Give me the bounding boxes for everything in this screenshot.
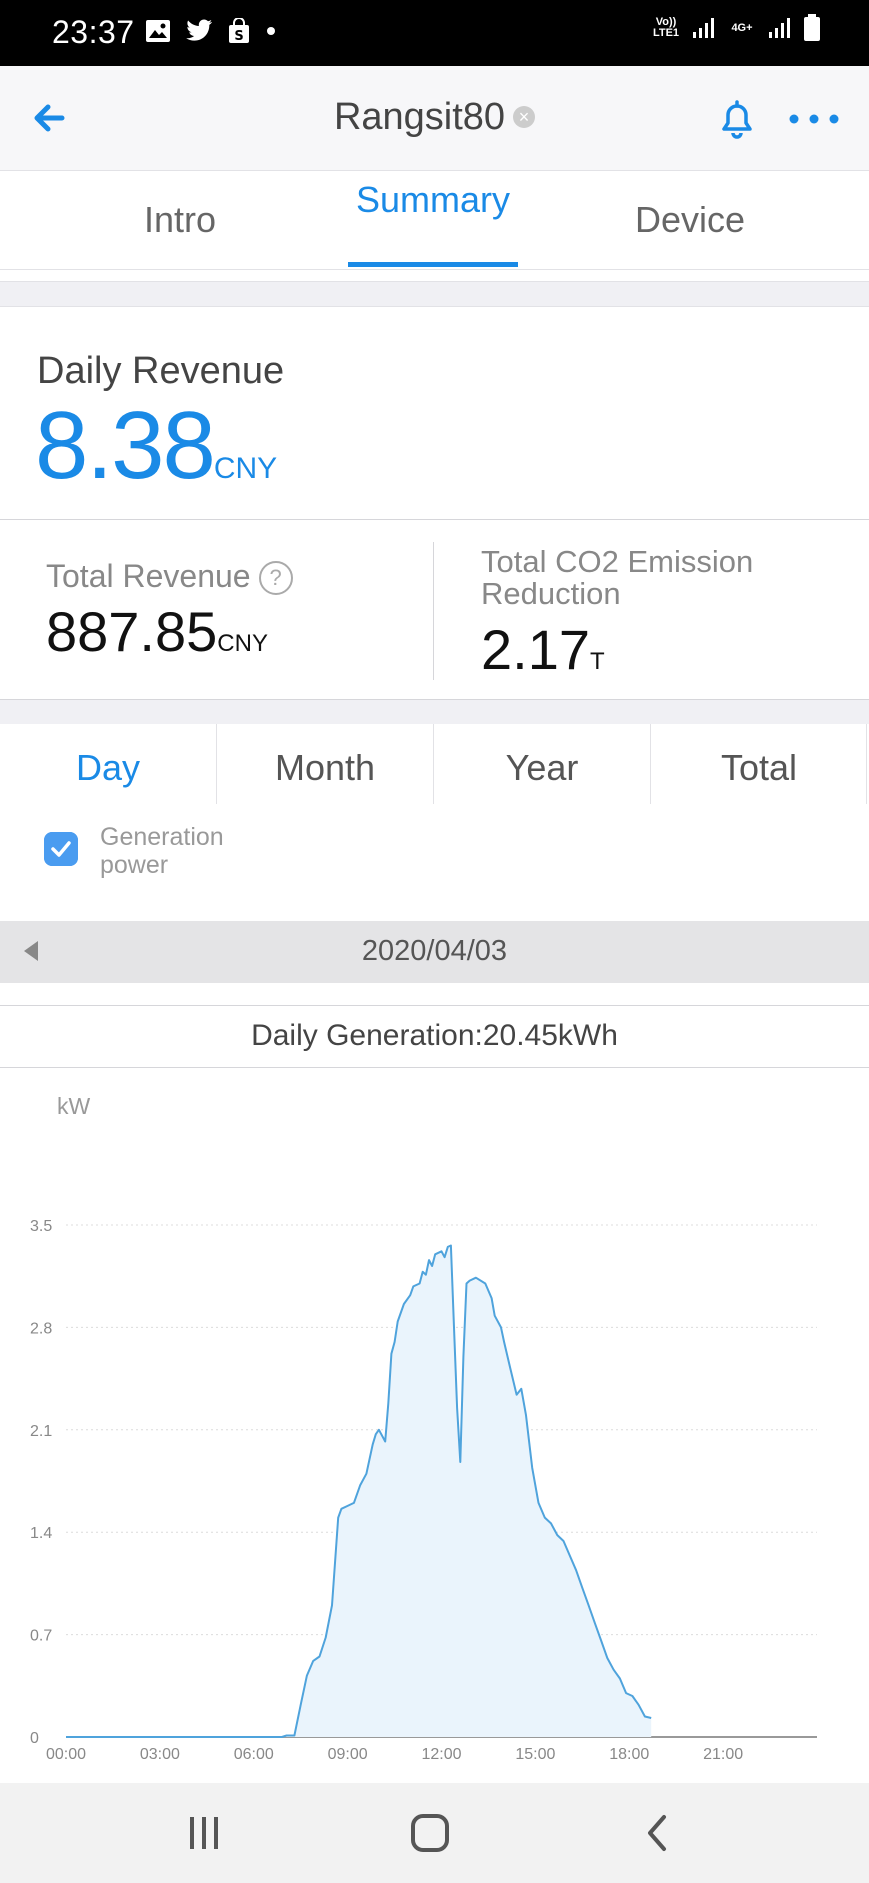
series-line <box>66 1244 652 1738</box>
y-tick-label: 3.5 <box>30 1218 52 1235</box>
x-tick-label: 09:00 <box>328 1746 368 1763</box>
co2-unit: T <box>590 648 605 675</box>
period-tabs: Day Month Year Total <box>0 724 869 812</box>
generation-power-chart: 0 0.7 1.4 2.1 2.8 3.5 00:00 03:00 06:00 09:00 12:0… <box>30 1218 817 1763</box>
generation-power-label[interactable]: Generation power <box>100 823 224 879</box>
date-navigator: 2020/04/03 <box>0 921 869 983</box>
status-notification-icons: S <box>145 18 277 44</box>
daily-revenue-value: 8.38CNY <box>35 398 277 517</box>
tab-summary[interactable]: Summary <box>355 179 511 220</box>
page-title-wrap: Rangsit80 × <box>0 96 869 139</box>
daily-revenue-label: Daily Revenue <box>37 350 285 392</box>
total-revenue-label: Total Revenue <box>46 558 251 594</box>
back-nav-icon[interactable] <box>618 1801 698 1865</box>
x-tick-label: 06:00 <box>234 1746 274 1763</box>
vertical-divider <box>433 542 434 680</box>
status-time: 23:37 <box>52 14 135 50</box>
active-tab-indicator <box>348 262 518 267</box>
section-gap <box>0 281 869 307</box>
period-separator <box>433 724 434 804</box>
y-tick-label: 0 <box>30 1730 39 1747</box>
bell-icon[interactable] <box>714 96 760 142</box>
daily-generation-text: Daily Generation:20.45kWh <box>251 1019 618 1052</box>
current-date[interactable]: 2020/04/03 <box>361 935 508 967</box>
signal-icon-2 <box>769 18 790 38</box>
x-tick-label: 12:00 <box>421 1746 461 1763</box>
more-icon[interactable] <box>786 96 842 142</box>
period-tab-month[interactable]: Month <box>274 747 376 788</box>
svg-text:S: S <box>234 29 243 44</box>
total-revenue-number: 887.85 <box>46 600 218 663</box>
volte-indicator: Vo)) LTE1 <box>652 16 680 39</box>
tab-intro[interactable]: Intro <box>143 199 217 240</box>
co2-value: 2.17T <box>481 622 605 690</box>
help-icon[interactable]: ? <box>258 561 293 595</box>
generation-power-checkbox[interactable] <box>44 832 78 866</box>
total-revenue-label-wrap: Total Revenue? <box>46 558 293 595</box>
gallery-icon <box>146 20 170 42</box>
system-nav-bar <box>0 1783 869 1883</box>
total-revenue-value: 887.85CNY <box>46 604 268 672</box>
twitter-icon <box>186 19 212 41</box>
section-gap <box>0 700 869 724</box>
total-revenue-unit: CNY <box>217 630 268 657</box>
divider <box>0 699 869 700</box>
chart-unit-label: kW <box>57 1093 91 1119</box>
x-tick-label: 00:00 <box>46 1746 86 1763</box>
status-network: Vo)) LTE1 4G+ <box>651 14 821 42</box>
x-tick-label: 03:00 <box>140 1746 180 1763</box>
divider <box>0 1067 869 1068</box>
app-header: Rangsit80 × <box>0 66 869 171</box>
period-separator <box>650 724 651 804</box>
back-arrow-icon[interactable] <box>28 96 72 140</box>
page-title: Rangsit80 <box>333 96 506 138</box>
home-icon[interactable] <box>390 1801 470 1865</box>
clear-icon[interactable]: × <box>513 106 536 128</box>
co2-number: 2.17 <box>481 618 590 681</box>
period-separator <box>866 724 867 804</box>
network-type: 4G+ <box>731 21 753 34</box>
x-tick-label: 15:00 <box>515 1746 555 1763</box>
period-tab-total[interactable]: Total <box>720 747 798 788</box>
y-tick-label: 1.4 <box>30 1525 52 1542</box>
divider <box>0 519 869 520</box>
signal-icon <box>693 18 714 38</box>
x-tick-label: 21:00 <box>703 1746 743 1763</box>
shopping-bag-icon: S <box>229 18 249 44</box>
period-tab-year[interactable]: Year <box>505 747 579 788</box>
status-bar: 23:37 S Vo)) LTE1 <box>0 0 869 66</box>
y-tick-label: 2.1 <box>30 1423 52 1440</box>
period-separator <box>216 724 217 804</box>
period-tab-day[interactable]: Day <box>75 747 141 788</box>
main-tabs: Intro Summary Device <box>0 171 869 270</box>
battery-icon <box>804 14 820 41</box>
divider <box>0 1005 869 1006</box>
y-tick-label: 2.8 <box>30 1320 52 1337</box>
dot-icon <box>267 27 275 35</box>
y-tick-label: 0.7 <box>30 1628 52 1645</box>
tab-device[interactable]: Device <box>634 199 746 240</box>
co2-label: Total CO2 Emission Reduction <box>481 544 754 611</box>
x-tick-label: 18:00 <box>609 1746 649 1763</box>
previous-date-icon[interactable] <box>24 941 38 961</box>
daily-revenue-number: 8.38 <box>35 392 216 499</box>
daily-revenue-unit: CNY <box>213 452 278 485</box>
recent-apps-icon[interactable] <box>164 1801 244 1865</box>
